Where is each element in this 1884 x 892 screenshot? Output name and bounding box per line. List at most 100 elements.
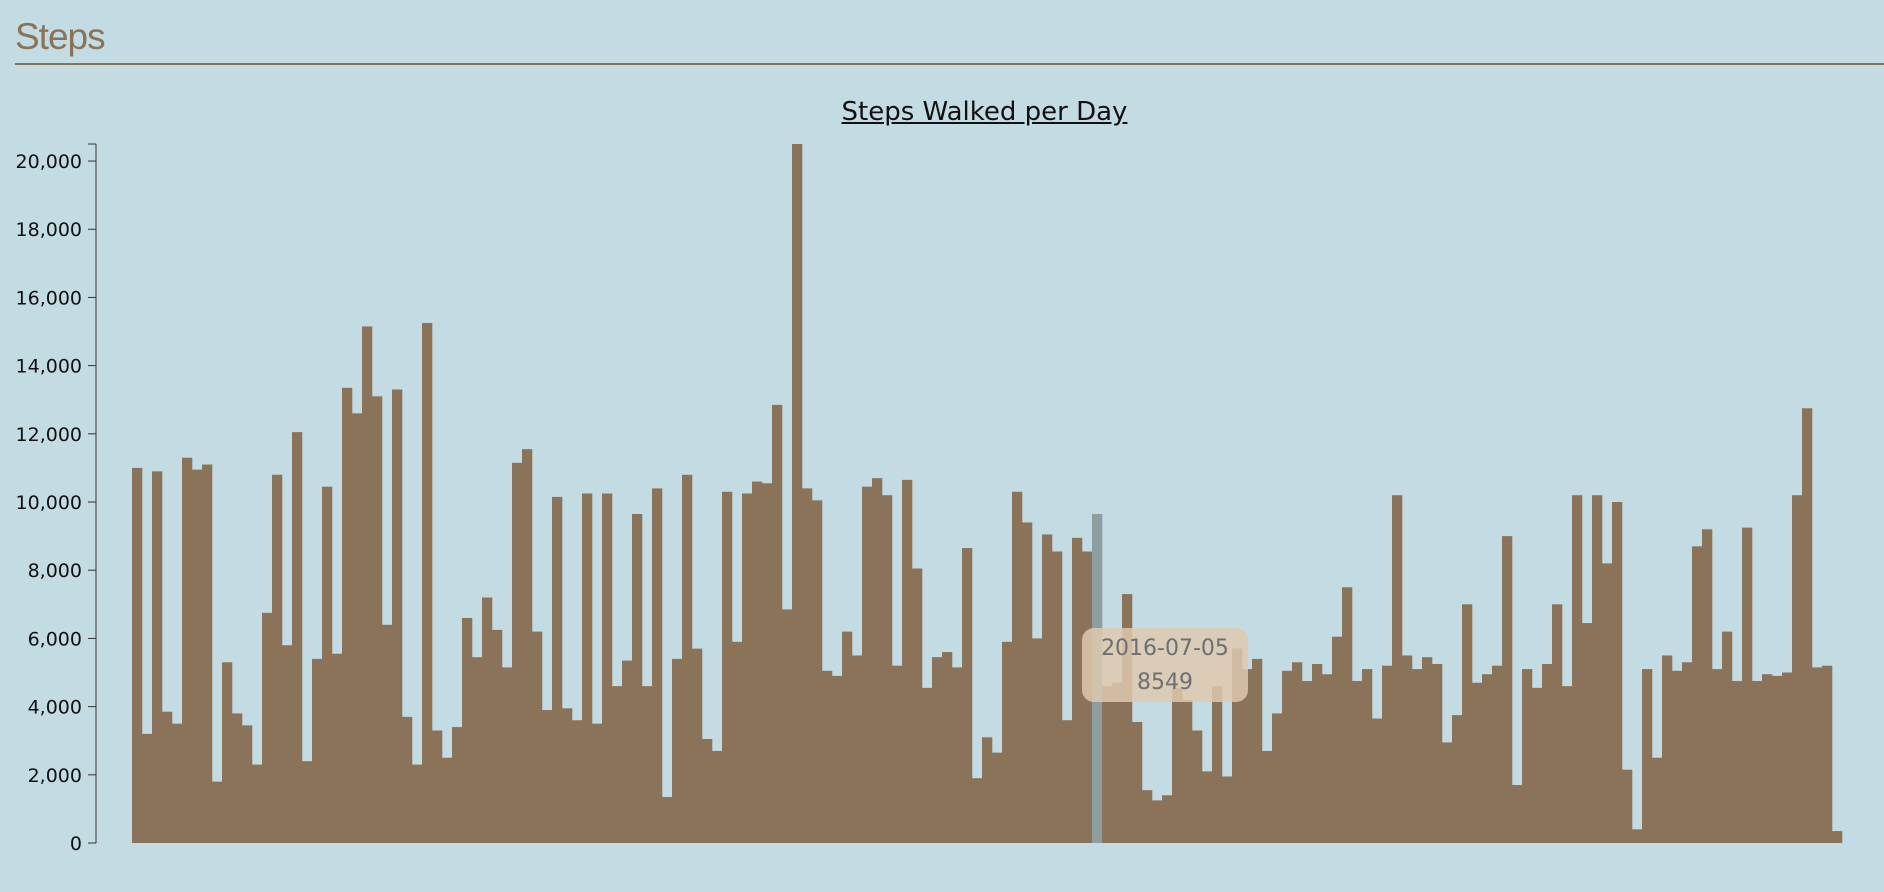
bar[interactable] <box>332 653 343 843</box>
bar[interactable] <box>592 723 603 843</box>
bar[interactable] <box>1502 536 1513 843</box>
bar[interactable] <box>482 597 493 844</box>
bar[interactable] <box>1182 699 1193 843</box>
bar[interactable] <box>392 389 403 844</box>
bar[interactable] <box>262 612 273 843</box>
bar[interactable] <box>1342 587 1353 843</box>
bar[interactable] <box>1112 682 1123 843</box>
bar[interactable] <box>862 486 873 843</box>
bar[interactable] <box>1202 771 1213 843</box>
bar[interactable] <box>1722 631 1733 843</box>
bar[interactable] <box>902 479 913 843</box>
bar[interactable] <box>972 778 983 843</box>
bar[interactable] <box>612 686 623 843</box>
bar[interactable] <box>1692 546 1703 843</box>
bar[interactable] <box>602 493 613 844</box>
bar[interactable] <box>1602 563 1613 843</box>
bar[interactable] <box>1102 686 1113 843</box>
bar[interactable] <box>1332 636 1343 843</box>
bar[interactable] <box>822 670 833 843</box>
bar[interactable] <box>692 648 703 843</box>
bar[interactable] <box>462 617 473 843</box>
bar[interactable] <box>1172 687 1183 843</box>
bar[interactable] <box>632 513 643 843</box>
bar[interactable] <box>1632 829 1643 843</box>
bar[interactable] <box>432 730 443 843</box>
bar[interactable] <box>1682 662 1693 843</box>
bar[interactable] <box>1642 669 1653 843</box>
bar[interactable] <box>1772 675 1783 843</box>
bar[interactable] <box>792 144 803 843</box>
bar[interactable] <box>1762 674 1773 843</box>
bar[interactable] <box>992 752 1003 843</box>
bar[interactable] <box>802 488 813 843</box>
bar[interactable] <box>1582 623 1593 843</box>
bar[interactable] <box>142 733 153 843</box>
bar[interactable] <box>952 667 963 843</box>
bar[interactable] <box>252 764 263 843</box>
bar[interactable] <box>1062 720 1073 843</box>
bar[interactable] <box>682 474 693 843</box>
bar[interactable] <box>1232 648 1243 843</box>
bar[interactable] <box>1702 529 1713 843</box>
bar[interactable] <box>562 708 573 843</box>
bar[interactable] <box>1832 831 1843 843</box>
bar[interactable] <box>452 727 463 843</box>
bar[interactable] <box>542 710 553 843</box>
bar[interactable] <box>162 711 173 843</box>
bar[interactable] <box>352 413 363 843</box>
bar[interactable] <box>832 675 843 843</box>
bar[interactable] <box>202 464 213 843</box>
bar[interactable] <box>182 457 193 843</box>
bar[interactable] <box>1012 491 1023 843</box>
bar[interactable] <box>782 609 793 843</box>
bar[interactable] <box>1532 687 1543 843</box>
bar[interactable] <box>1422 657 1433 843</box>
bar[interactable] <box>1162 795 1173 843</box>
bar[interactable] <box>1142 790 1153 843</box>
bar[interactable] <box>1352 681 1363 843</box>
bar[interactable] <box>1132 721 1143 843</box>
bar[interactable] <box>1742 527 1753 843</box>
bar[interactable] <box>492 629 503 843</box>
bar[interactable] <box>932 657 943 843</box>
bar[interactable] <box>292 432 303 843</box>
bar[interactable] <box>1612 502 1623 843</box>
bar[interactable] <box>1392 495 1403 843</box>
bar[interactable] <box>882 495 893 843</box>
bar[interactable] <box>572 720 583 843</box>
bar[interactable] <box>652 488 663 843</box>
bar[interactable] <box>282 645 293 843</box>
bar[interactable] <box>1032 638 1043 843</box>
bar[interactable] <box>522 449 533 843</box>
bar[interactable] <box>1412 669 1423 843</box>
bar[interactable] <box>892 665 903 843</box>
bar[interactable] <box>342 387 353 843</box>
bar[interactable] <box>1002 641 1013 843</box>
bar[interactable] <box>1522 669 1533 843</box>
bar[interactable] <box>1252 658 1263 843</box>
bar[interactable] <box>1442 742 1453 843</box>
bar[interactable] <box>1052 551 1063 843</box>
bar[interactable] <box>1802 408 1813 843</box>
bar[interactable] <box>752 481 763 843</box>
bar[interactable] <box>1452 715 1463 843</box>
bar[interactable] <box>1572 495 1583 843</box>
bar[interactable] <box>272 474 283 843</box>
bar[interactable] <box>232 713 243 843</box>
bar[interactable] <box>372 396 383 843</box>
bar[interactable] <box>1312 663 1323 843</box>
bar[interactable] <box>242 725 253 843</box>
bar[interactable] <box>192 469 203 843</box>
bar[interactable] <box>1812 667 1823 843</box>
bar[interactable] <box>582 493 593 844</box>
bar[interactable] <box>172 723 183 843</box>
bar[interactable] <box>532 631 543 843</box>
bar[interactable] <box>322 486 333 843</box>
bar[interactable] <box>1592 495 1603 843</box>
bar[interactable] <box>212 781 223 843</box>
bar[interactable] <box>702 739 713 843</box>
bar[interactable] <box>1242 669 1253 843</box>
bar[interactable] <box>1122 594 1133 843</box>
bar[interactable] <box>1322 674 1333 843</box>
